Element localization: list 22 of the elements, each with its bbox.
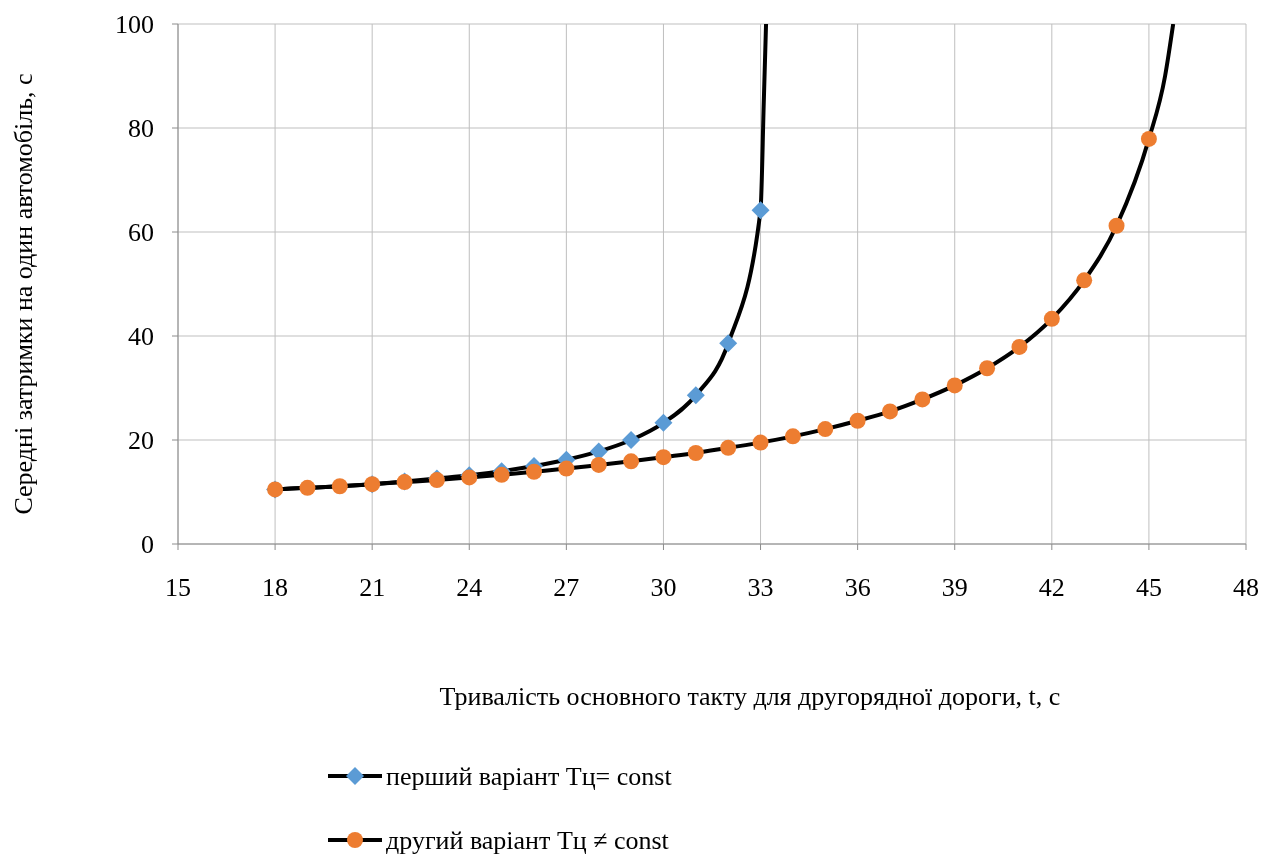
y-tick-label: 0 [141, 530, 154, 560]
x-tick-label: 18 [262, 573, 289, 602]
x-tick-label: 39 [941, 573, 968, 602]
x-tick-label: 27 [553, 573, 580, 602]
legend-label: другий варіант Tц ≠ const [386, 826, 670, 856]
legend-label: перший варіант Tц= const [386, 762, 673, 792]
x-axis-title: Тривалість основного такту для другорядної дороги, t, с [439, 682, 1061, 711]
x-tick-label: 48 [1233, 573, 1259, 602]
x-tick-label: 36 [844, 573, 871, 602]
x-tick-label: 33 [747, 573, 774, 602]
x-tick-label: 42 [1038, 573, 1065, 602]
x-tick-label: 15 [165, 573, 191, 602]
y-tick-label: 80 [128, 114, 154, 144]
y-tick-label: 60 [128, 218, 154, 248]
y-tick-label: 20 [128, 426, 154, 456]
y-tick-label: 100 [115, 10, 154, 40]
y-tick-label: 40 [128, 322, 154, 352]
y-axis-title: Середні затримки на один автомобіль, с [9, 73, 38, 515]
x-tick-label: 21 [359, 573, 386, 602]
x-tick-label: 30 [650, 573, 677, 602]
x-tick-label: 45 [1135, 573, 1162, 602]
x-tick-label: 24 [456, 573, 483, 602]
